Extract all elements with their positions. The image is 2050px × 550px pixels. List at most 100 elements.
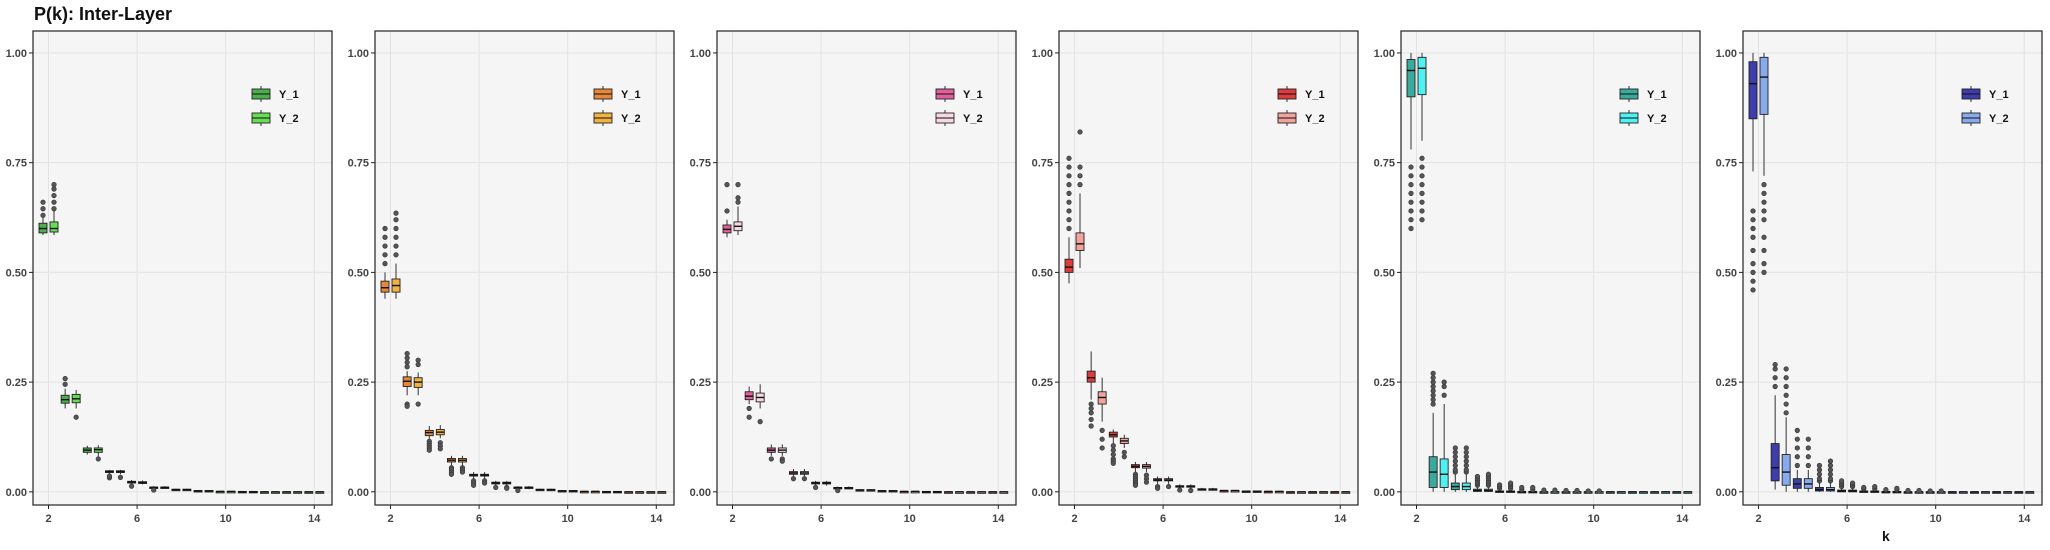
outlier-point [404, 355, 410, 361]
outlier-point [1783, 366, 1789, 372]
box-k14-y2 [657, 491, 667, 494]
outlier-point [1805, 454, 1811, 460]
outlier-point [1750, 247, 1756, 254]
box-k3-y2 [1439, 379, 1449, 492]
outlier-point [1110, 447, 1116, 453]
box-k3-y2 [413, 357, 423, 407]
outlier-point [404, 364, 410, 370]
outlier-point [1441, 383, 1447, 390]
box-k4-y1 [424, 426, 434, 453]
box-k7-y2 [1870, 483, 1880, 493]
outlier-point [437, 446, 443, 452]
y-tick-label: 0.25 [6, 377, 27, 389]
box-k12-y2 [613, 490, 622, 494]
box-body [1086, 370, 1096, 383]
outlier-point [1772, 383, 1778, 390]
outlier-point [790, 476, 797, 482]
x-tick-label: 2 [729, 513, 735, 525]
outlier-point [1541, 487, 1547, 493]
outlier-point [1408, 225, 1414, 232]
outlier-point [1154, 485, 1161, 491]
box-k9-y2 [1230, 489, 1240, 493]
box-k7-y1 [1175, 484, 1185, 493]
outlier-point [735, 182, 741, 188]
legend-label: Y_1 [963, 89, 983, 101]
outlier-point [1783, 383, 1789, 390]
outlier-point [1132, 482, 1139, 488]
outlier-point [1088, 410, 1094, 416]
outlier-point [1430, 370, 1436, 376]
outlier-point [1750, 269, 1756, 275]
outlier-point [1772, 361, 1778, 368]
y-tick-label: 0.50 [1032, 267, 1053, 279]
outlier-point [1419, 164, 1425, 170]
outlier-point [1430, 388, 1436, 394]
box-k13-y2 [635, 491, 645, 494]
box-k10-y2 [1252, 490, 1262, 493]
y-tick-label: 1.00 [690, 48, 711, 60]
outlier-point [1827, 476, 1834, 482]
outlier-point [1066, 225, 1072, 232]
outlier-point [1408, 164, 1414, 170]
box-k3-y2 [1781, 366, 1791, 492]
box-k9-y1 [877, 490, 887, 493]
box-k6-y1 [1495, 482, 1505, 493]
outlier-point [1574, 487, 1580, 494]
y-tick-label: 1.00 [1716, 48, 1737, 60]
outlier-point [1463, 467, 1469, 473]
panel-4: 0.00 0.25 0.50 0.75 1.00 2 6 10 14 Y_1 Y_2 [1032, 30, 1359, 525]
outlier-point [1585, 488, 1591, 494]
legend-label: Y_2 [621, 113, 641, 125]
x-tick-label: 6 [476, 513, 482, 525]
outlier-point [1408, 208, 1414, 214]
panel-background [1743, 31, 2042, 505]
x-tick-label: 6 [1160, 513, 1166, 525]
box-k9-y2 [888, 490, 898, 493]
box-k2-y1 [1064, 155, 1074, 284]
box-k5-y2 [1483, 471, 1493, 492]
outlier-point [73, 414, 79, 420]
box-k12-y1 [944, 491, 953, 494]
box-k2-y1 [380, 225, 390, 299]
box-k6-y1 [811, 480, 821, 491]
panel-border [374, 30, 675, 506]
y-tick-label: 0.75 [1374, 158, 1395, 170]
outlier-point [404, 403, 410, 409]
box-body [1748, 61, 1758, 120]
box-k11-y1 [1947, 491, 1957, 494]
box-k4-y2 [93, 445, 103, 462]
outlier-point [1816, 467, 1823, 473]
y-tick-label: 0.50 [1716, 267, 1737, 279]
outlier-point [382, 243, 388, 249]
outlier-point [1110, 451, 1116, 458]
outlier-point [128, 483, 135, 489]
box-k10-y2 [226, 490, 236, 494]
outlier-point [724, 182, 730, 188]
y-tick-label: 0.25 [1716, 377, 1737, 389]
box-k11-y2 [248, 490, 258, 494]
box-k3-y1 [1428, 370, 1438, 492]
x-tick-label: 14 [2018, 513, 2031, 525]
box-k2-y2 [1417, 52, 1427, 223]
box-k5-y1 [788, 469, 798, 482]
box-k4-y2 [777, 444, 787, 464]
x-tick-label: 10 [1588, 513, 1600, 525]
panel-1: 0.00 0.25 0.50 0.75 1.00 2 6 10 14 Y_1 Y_2 [6, 30, 333, 525]
outlier-point [459, 469, 466, 475]
outlier-point [1463, 458, 1469, 464]
outlier-point [1077, 173, 1083, 179]
y-tick-label: 0.75 [1716, 158, 1737, 170]
outlier-point [1430, 401, 1436, 407]
outlier-point [1430, 397, 1436, 403]
outlier-point [1088, 423, 1094, 429]
x-tick-label: 10 [1930, 513, 1942, 525]
legend: Y_1 Y_2 [1619, 86, 1667, 126]
y-tick-label: 0.75 [690, 158, 711, 170]
box-body [1759, 56, 1769, 115]
outlier-point [1761, 269, 1767, 275]
outlier-point [1452, 462, 1458, 469]
outlier-point [1761, 217, 1767, 223]
outlier-point [1419, 182, 1425, 188]
outlier-point [1463, 462, 1469, 469]
